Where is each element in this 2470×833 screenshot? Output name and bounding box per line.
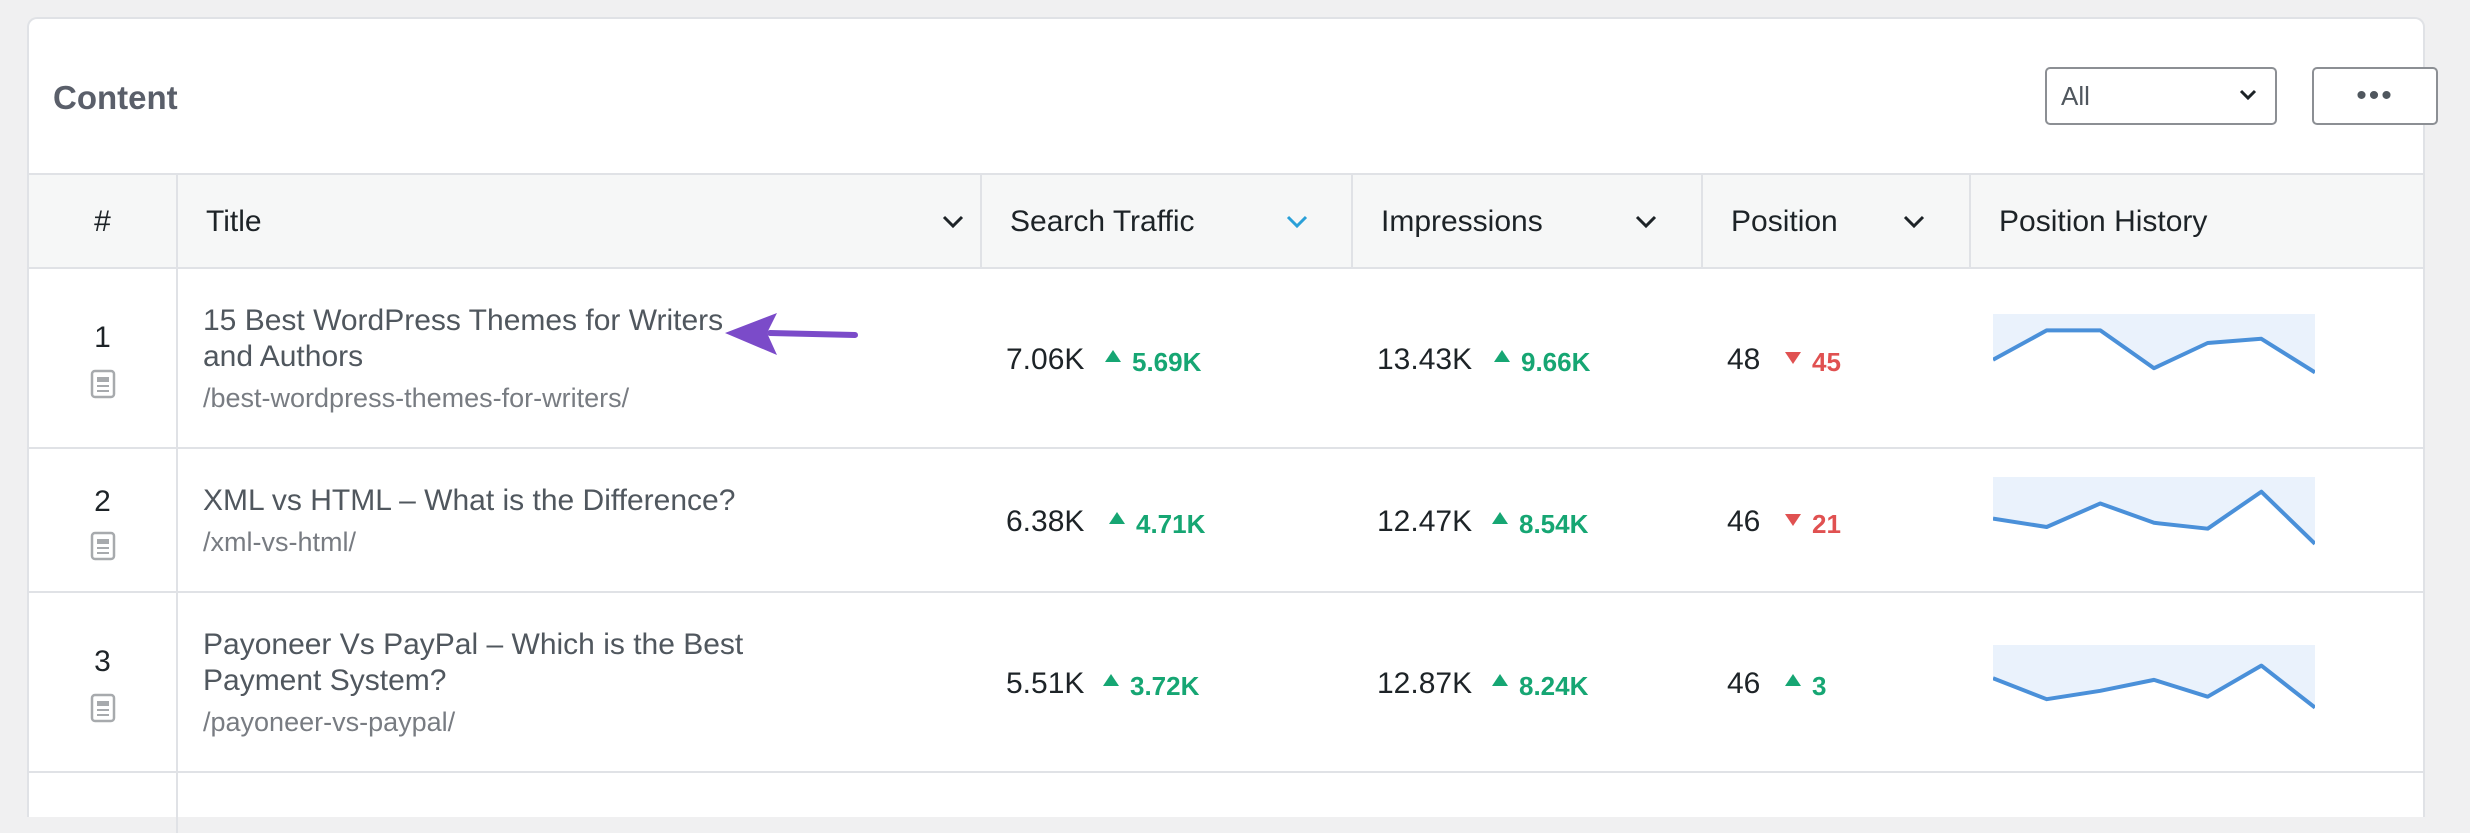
post-url: /best-wordpress-themes-for-writers/ <box>203 383 630 413</box>
table-row: 1 15 Best WordPress Themes for Writers a… <box>29 269 2423 449</box>
trend-up-icon <box>1105 350 1121 362</box>
post-type-icon <box>90 693 116 723</box>
post-title-link[interactable]: 15 Best WordPress Themes for Writers and… <box>203 304 724 373</box>
sparkline-line <box>1993 489 2315 546</box>
post-title-link[interactable]: Payoneer Vs PayPal – Which is the Best P… <box>203 628 744 697</box>
column-header-title-label: Title <box>206 205 262 238</box>
impressions-value: 12.87K <box>1377 667 1473 700</box>
table-row: 2 XML vs HTML – What is the Difference? … <box>29 449 2423 593</box>
trend-up-icon <box>1492 512 1508 524</box>
position-delta: 3 <box>1812 671 1827 701</box>
impressions-value: 12.47K <box>1377 505 1473 538</box>
post-title-link[interactable]: XML vs HTML – What is the Difference? <box>203 484 736 517</box>
more-options-button[interactable]: ••• <box>2312 67 2438 125</box>
panel-header: Content All ••• <box>29 19 2438 175</box>
table-row: 3 Payoneer Vs PayPal – Which is the Best… <box>29 593 2423 773</box>
column-header-position-label: Position <box>1731 205 1838 238</box>
position-value: 46 <box>1727 667 1761 700</box>
search-traffic-delta: 3.72K <box>1130 671 1200 701</box>
position-history-sparkline <box>1993 645 2315 745</box>
post-url: /xml-vs-html/ <box>203 527 356 557</box>
row-number-cell: 3 <box>29 593 178 771</box>
impressions-delta: 8.54K <box>1519 509 1589 539</box>
chevron-down-icon[interactable] <box>1903 215 1925 229</box>
position-history-sparkline <box>1993 314 2315 414</box>
annotation-arrow-icon <box>725 313 858 355</box>
column-header-position[interactable]: Position <box>1703 175 1971 269</box>
more-icon: ••• <box>2356 79 2394 112</box>
search-traffic-delta: 5.69K <box>1132 347 1202 377</box>
trend-up-icon <box>1494 350 1510 362</box>
column-header-search-traffic[interactable]: Search Traffic <box>982 175 1353 269</box>
row-number: 2 <box>94 485 111 518</box>
row-number-cell <box>29 773 178 833</box>
position-delta: 45 <box>1812 347 1841 377</box>
column-header-history-label: Position History <box>1999 205 2208 238</box>
post-type-icon <box>90 369 116 399</box>
position-history-sparkline <box>1993 477 2315 577</box>
table-header: # Title Search Traffic Impressions Posit… <box>29 175 2423 269</box>
trend-up-icon <box>1492 674 1508 686</box>
row-number-cell: 2 <box>29 449 178 591</box>
trend-down-icon <box>1785 352 1801 364</box>
trend-up-icon <box>1103 674 1119 686</box>
filter-select[interactable]: All <box>2045 67 2277 125</box>
impressions-delta: 9.66K <box>1521 347 1591 377</box>
sparkline-line <box>1993 663 2315 710</box>
row-number: 1 <box>94 321 111 354</box>
post-url: /payoneer-vs-paypal/ <box>203 707 456 737</box>
search-traffic-delta: 4.71K <box>1136 509 1206 539</box>
chevron-down-icon <box>2239 89 2257 101</box>
position-value: 48 <box>1727 343 1761 376</box>
column-header-title[interactable]: Title <box>178 175 982 269</box>
column-header-impressions-label: Impressions <box>1381 205 1543 238</box>
column-header-traffic-label: Search Traffic <box>1010 205 1195 238</box>
search-traffic-value: 7.06K <box>1006 343 1085 376</box>
search-traffic-value: 5.51K <box>1006 667 1085 700</box>
column-header-position-history: Position History <box>1971 175 2425 269</box>
trend-up-icon <box>1109 512 1125 524</box>
sparkline-area <box>1993 645 2315 708</box>
post-type-icon <box>90 531 116 561</box>
chevron-down-icon[interactable] <box>1635 215 1657 229</box>
table-row <box>29 773 2423 833</box>
column-header-impressions[interactable]: Impressions <box>1353 175 1703 269</box>
position-value: 46 <box>1727 505 1761 538</box>
column-header-number: # <box>29 175 178 269</box>
search-traffic-value: 6.38K <box>1006 505 1085 538</box>
panel-title: Content <box>53 79 178 116</box>
sparkline-line <box>1993 328 2315 375</box>
trend-down-icon <box>1785 514 1801 526</box>
content-panel: Content All ••• # Title Search Traffic I… <box>27 17 2438 833</box>
filter-selected-value: All <box>2061 80 2090 111</box>
row-number-cell: 1 <box>29 269 178 447</box>
sparkline-area <box>1993 477 2315 544</box>
chevron-down-icon[interactable] <box>942 215 964 229</box>
impressions-value: 13.43K <box>1377 343 1473 376</box>
position-delta: 21 <box>1812 509 1841 539</box>
trend-up-icon <box>1785 674 1801 686</box>
chevron-down-icon-active[interactable] <box>1286 215 1308 229</box>
row-number: 3 <box>94 645 111 678</box>
impressions-delta: 8.24K <box>1519 671 1589 701</box>
